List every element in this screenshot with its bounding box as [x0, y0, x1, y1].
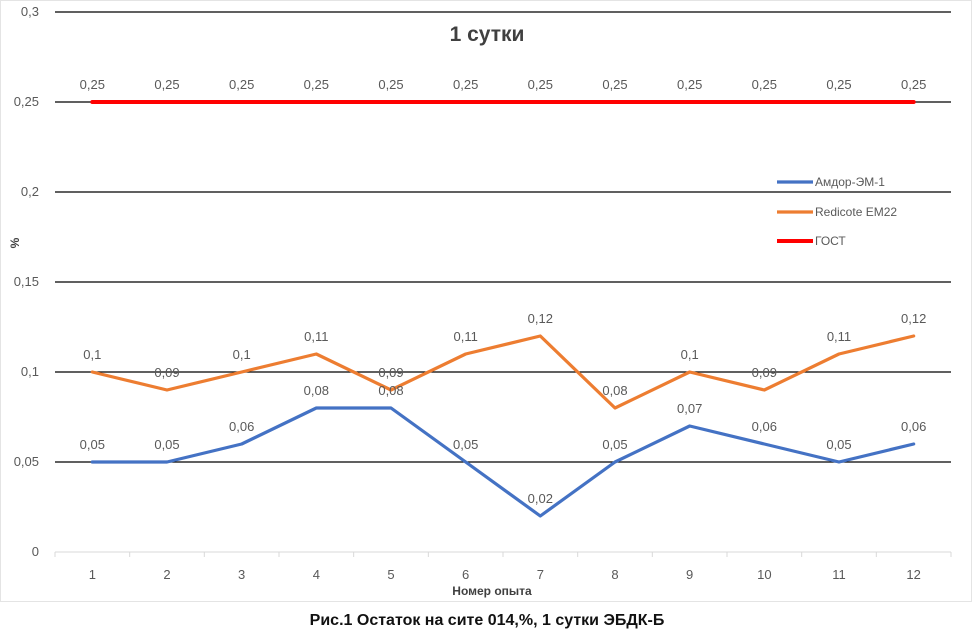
data-label: 0,12: [901, 311, 926, 326]
data-label: 0,02: [528, 491, 553, 506]
x-axis-title: Номер опыта: [452, 584, 532, 598]
series-line-2: [90, 334, 916, 410]
data-label: 0,1: [83, 347, 101, 362]
data-label: 0,25: [602, 77, 627, 92]
data-label: 0,12: [528, 311, 553, 326]
legend-label: ГОСТ: [815, 234, 846, 248]
data-label: 0,05: [826, 437, 851, 452]
x-tick-label: 12: [906, 567, 920, 582]
y-tick-label: 0,1: [21, 364, 39, 379]
line-chart: 00,050,10,150,20,250,31 2 3 4 5 6 7 8 9 10 11 12Ном…: [8, 4, 952, 598]
x-tick-label: 7: [537, 567, 544, 582]
y-tick-label: 0,2: [21, 184, 39, 199]
data-label: 0,08: [378, 383, 403, 398]
data-label: 0,06: [752, 419, 777, 434]
data-label: 0,25: [154, 77, 179, 92]
chart-title: 1 сутки: [450, 23, 525, 46]
data-label: 0,25: [453, 77, 478, 92]
data-label: 0,25: [80, 77, 105, 92]
series-line-1: [90, 406, 916, 518]
y-tick-label: 0,05: [14, 454, 39, 469]
x-tick-label: 5: [387, 567, 394, 582]
data-label: 0,11: [453, 329, 477, 344]
legend-label: Амдор-ЭМ-1: [815, 175, 885, 189]
legend-label: Redicote EM22: [815, 205, 897, 219]
data-label: 0,1: [233, 347, 251, 362]
data-label: 0,09: [154, 365, 179, 380]
data-label: 0,05: [80, 437, 105, 452]
y-tick-label: 0,3: [21, 4, 39, 19]
x-tick-label: 9: [686, 567, 693, 582]
y-tick-label: 0: [32, 544, 39, 559]
y-axis-title: %: [8, 237, 22, 248]
data-label: 0,25: [752, 77, 777, 92]
y-tick-label: 0,15: [14, 274, 39, 289]
x-tick-label: 3: [238, 567, 245, 582]
x-tick-label: 10: [757, 567, 771, 582]
data-label: 0,09: [378, 365, 403, 380]
x-tick-label: 2: [163, 567, 170, 582]
data-label: 0,25: [528, 77, 553, 92]
data-label: 0,05: [453, 437, 478, 452]
x-tick-label: 11: [832, 567, 846, 582]
data-label: 0,25: [304, 77, 329, 92]
data-label: 0,25: [378, 77, 403, 92]
y-tick-label: 0,25: [14, 94, 39, 109]
data-label: 0,1: [681, 347, 699, 362]
x-tick-label: 4: [313, 567, 320, 582]
data-label: 0,05: [154, 437, 179, 452]
data-label: 0,05: [602, 437, 627, 452]
x-tick-label: 6: [462, 567, 469, 582]
data-label: 0,11: [827, 329, 851, 344]
data-label: 0,25: [901, 77, 926, 92]
data-label: 0,06: [901, 419, 926, 434]
data-label: 0,07: [677, 401, 702, 416]
x-tick-label: 8: [611, 567, 618, 582]
data-label: 0,11: [304, 329, 328, 344]
data-label: 0,25: [229, 77, 254, 92]
x-tick-label: 1: [89, 567, 96, 582]
data-label: 0,25: [826, 77, 851, 92]
data-label: 0,08: [602, 383, 627, 398]
data-label: 0,06: [229, 419, 254, 434]
data-label: 0,09: [752, 365, 777, 380]
data-label: 0,08: [304, 383, 329, 398]
figure-caption: Рис.1 Остаток на сите 014,%, 1 сутки ЭБД…: [309, 612, 665, 629]
chart-area: 0 0,05 0,1 0,15 0,2 0,25 0,3 1 2 3 4 5 6 7 8 9 10 11 12 Ном…: [0, 0, 972, 602]
data-label: 0,25: [677, 77, 702, 92]
